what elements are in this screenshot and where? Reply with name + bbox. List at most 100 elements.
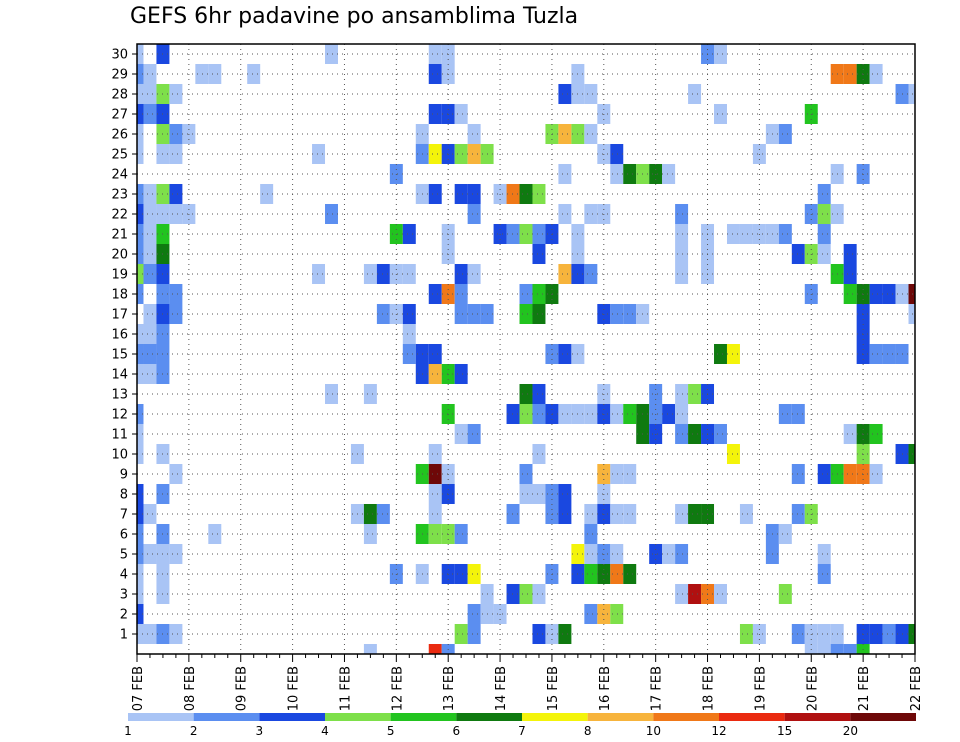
heatmap-cell (688, 584, 702, 604)
heatmap-cell (467, 604, 481, 624)
heatmap-cell (402, 304, 416, 324)
legend-label: 15 (777, 724, 792, 738)
heatmap-cell (791, 404, 805, 424)
heatmap-cell (610, 164, 624, 184)
heatmap-cell (532, 384, 546, 404)
heatmap-cell (312, 264, 326, 284)
y-tick-label: 16 (111, 328, 128, 343)
heatmap-cell (454, 624, 468, 644)
heatmap-cell (467, 144, 481, 164)
heatmap-cell (137, 144, 144, 164)
heatmap-cell (137, 224, 144, 244)
legend-swatch (193, 713, 260, 721)
heatmap-cell (688, 384, 702, 404)
heatmap-cell (791, 464, 805, 484)
heatmap-cell (558, 124, 572, 144)
heatmap-cell (532, 304, 546, 324)
heatmap-cell (778, 404, 792, 424)
heatmap-cell (869, 344, 883, 364)
y-tick-label: 23 (111, 188, 128, 203)
y-tick-label: 24 (111, 168, 128, 183)
heatmap-cell (169, 204, 183, 224)
legend-label: 8 (584, 724, 592, 738)
heatmap-cell (843, 264, 857, 284)
heatmap-cell (675, 504, 689, 524)
y-tick-label: 4 (120, 568, 128, 583)
legend-swatch (390, 713, 457, 721)
heatmap-cell (610, 404, 624, 424)
y-tick-label: 8 (120, 488, 128, 503)
heatmap-cell (143, 104, 157, 124)
y-tick-label: 12 (111, 408, 128, 423)
heatmap-cell (662, 164, 676, 184)
heatmap-cell (869, 64, 883, 84)
heatmap-cell (137, 404, 144, 424)
heatmap-cell (519, 484, 533, 504)
heatmap-cell (195, 64, 209, 84)
y-tick-label: 19 (111, 268, 128, 283)
heatmap-cell (558, 264, 572, 284)
heatmap-cell (532, 224, 546, 244)
x-tick-label: 13 FEB (442, 666, 457, 711)
heatmap-cell (584, 264, 598, 284)
heatmap-cell (137, 484, 144, 504)
heatmap-cell (169, 184, 183, 204)
heatmap-cell (519, 464, 533, 484)
heatmap-cell (143, 504, 157, 524)
legend-label: 20 (843, 724, 858, 738)
legend-label: 7 (518, 724, 526, 738)
heatmap-cell (623, 164, 637, 184)
y-tick-label: 6 (120, 528, 128, 543)
heatmap-cell (675, 244, 689, 264)
heatmap-cell (137, 84, 144, 104)
heatmap-cell (428, 184, 442, 204)
heatmap-cell (584, 544, 598, 564)
heatmap-cell (791, 504, 805, 524)
heatmap-cell (325, 44, 338, 64)
heatmap-cell (428, 64, 442, 84)
legend-label: 4 (321, 724, 329, 738)
heatmap-cell (312, 144, 326, 164)
heatmap-cell (506, 184, 520, 204)
y-tick-label: 26 (111, 128, 128, 143)
heatmap-cell (869, 464, 883, 484)
heatmap-cell (428, 464, 442, 484)
heatmap-cell (610, 604, 624, 624)
heatmap-cell (675, 584, 689, 604)
heatmap-cell (137, 364, 144, 384)
heatmap-cell (454, 184, 468, 204)
heatmap-cell (843, 644, 857, 654)
heatmap-cell (584, 564, 598, 584)
heatmap-cell (869, 624, 883, 644)
heatmap-cell (739, 504, 753, 524)
legend-label: 1 (124, 724, 132, 738)
heatmap-cell (454, 364, 468, 384)
legend-swatch (850, 713, 916, 721)
heatmap-cell (467, 624, 481, 644)
y-tick-label: 9 (120, 468, 128, 483)
x-axis: 07 FEB 08 FEB 09 FEB 10 FEB 11 FEB 12 FEB 13 F… (131, 654, 924, 711)
heatmap-cell (908, 304, 915, 324)
heatmap-cell (143, 204, 157, 224)
x-tick-label: 15 FEB (546, 666, 561, 711)
heatmap-cell (662, 404, 676, 424)
heatmap-cell (726, 224, 740, 244)
heatmap-cell (363, 524, 377, 544)
heatmap-cell (402, 264, 416, 284)
y-tick-label: 27 (111, 108, 128, 123)
color-legend: 1 2 3 4 5 6 7 8 10 12 15 20 (124, 713, 916, 738)
heatmap-cell (363, 264, 377, 284)
heatmap-cell (467, 424, 481, 444)
heatmap-cell (143, 624, 157, 644)
legend-label: 3 (256, 724, 264, 738)
legend-swatch (325, 713, 391, 721)
heatmap-cell (584, 504, 598, 524)
heatmap-cell (778, 124, 792, 144)
heatmap-cell (519, 384, 533, 404)
heatmap-cell (726, 444, 740, 464)
x-tick-label: 17 FEB (650, 666, 665, 711)
heatmap-cell (714, 584, 727, 604)
y-tick-label: 14 (111, 368, 128, 383)
heatmap-cell (610, 544, 624, 564)
heatmap-cell (817, 624, 831, 644)
